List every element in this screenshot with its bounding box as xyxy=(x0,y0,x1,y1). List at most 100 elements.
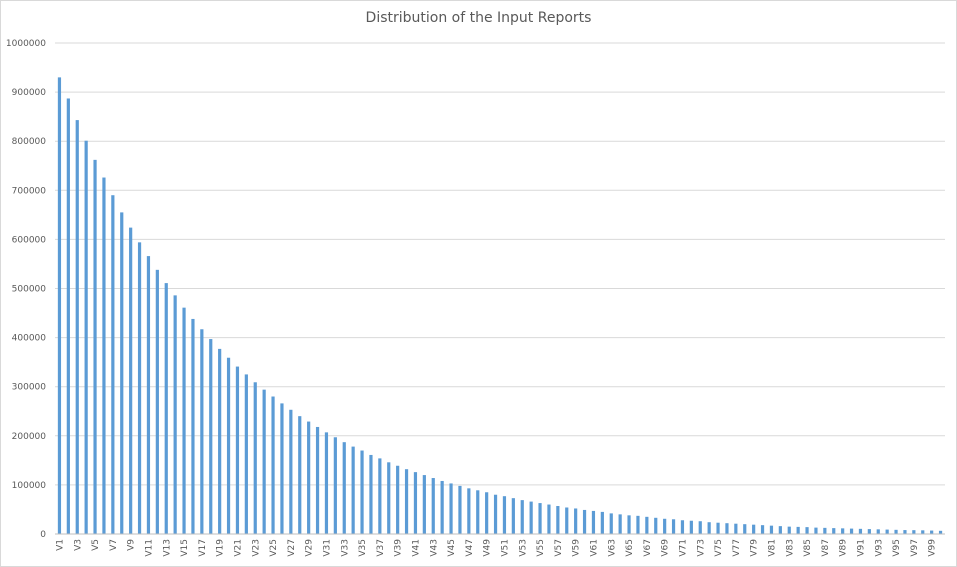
bar-v32 xyxy=(333,437,337,534)
x-tick-label: V85 xyxy=(803,539,813,557)
x-tick-label: V61 xyxy=(589,539,599,557)
bar-v80 xyxy=(760,525,765,534)
bar-v16 xyxy=(191,318,195,534)
bar-v24 xyxy=(262,389,266,534)
gridlines xyxy=(55,42,945,486)
bar-v73 xyxy=(698,521,702,534)
x-tick-label: V25 xyxy=(269,539,279,557)
bar-v65 xyxy=(627,515,631,534)
bar-v84 xyxy=(796,526,800,534)
bar-v67 xyxy=(645,516,649,534)
bar-v14 xyxy=(173,295,177,534)
bar-v69 xyxy=(663,518,667,534)
bar-v76 xyxy=(725,523,729,534)
bar-v21 xyxy=(235,366,240,534)
y-tick-label: 0 xyxy=(40,530,46,540)
x-tick-label: V79 xyxy=(750,539,760,557)
x-tick-label: V89 xyxy=(839,539,849,557)
bar-v7 xyxy=(111,195,115,534)
bar-v77 xyxy=(734,523,738,534)
bar-v33 xyxy=(342,442,346,534)
x-tick-label: V45 xyxy=(447,539,457,557)
x-tick-label: V83 xyxy=(785,539,795,557)
bar-v28 xyxy=(298,416,302,534)
bar-v51 xyxy=(502,496,507,534)
bar-v68 xyxy=(654,517,658,534)
bar-v50 xyxy=(493,494,498,534)
x-tick-label: V97 xyxy=(910,539,920,557)
bar-v61 xyxy=(591,510,596,534)
x-tick-label: V55 xyxy=(536,539,546,557)
bars xyxy=(57,77,943,535)
bar-v10 xyxy=(137,242,142,534)
x-tick-label: V13 xyxy=(162,539,172,557)
bar-v4 xyxy=(84,140,88,534)
bar-v96 xyxy=(903,530,907,534)
bar-v53 xyxy=(520,500,524,534)
bar-v92 xyxy=(867,529,871,534)
bar-v57 xyxy=(556,506,560,534)
bar-v79 xyxy=(752,524,756,534)
bar-v13 xyxy=(164,283,168,534)
x-tick-label: V87 xyxy=(821,539,831,557)
bar-v49 xyxy=(485,492,489,534)
bar-v37 xyxy=(378,458,382,534)
x-tick-label: V71 xyxy=(678,539,688,557)
bar-v22 xyxy=(244,374,248,534)
bar-v18 xyxy=(209,339,213,534)
bar-v88 xyxy=(832,528,836,534)
x-tick-label: V81 xyxy=(767,539,777,557)
y-tick-label: 100000 xyxy=(12,481,47,491)
bar-v48 xyxy=(476,490,480,534)
y-tick-label: 900000 xyxy=(12,88,47,98)
bar-v86 xyxy=(814,527,818,534)
bar-v25 xyxy=(271,396,275,534)
bar-v42 xyxy=(422,475,426,534)
x-tick-label: V95 xyxy=(892,539,902,557)
x-tick-label: V1 xyxy=(55,539,65,551)
x-tick-label: V7 xyxy=(109,539,119,551)
y-tick-label: 600000 xyxy=(12,235,47,245)
bar-v85 xyxy=(805,527,809,534)
bar-v93 xyxy=(876,529,880,534)
bar-v91 xyxy=(858,528,863,534)
x-tick-label: V75 xyxy=(714,539,724,557)
bar-v3 xyxy=(75,120,79,534)
bar-v12 xyxy=(155,269,159,534)
bar-v5 xyxy=(93,159,97,535)
bar-v70 xyxy=(671,519,676,534)
x-tick-label: V37 xyxy=(376,539,386,557)
y-axis-ticks: 0 100000 200000 300000 400000 500000 600000 700… xyxy=(6,39,46,540)
bar-v9 xyxy=(129,227,133,534)
bar-v1 xyxy=(57,77,62,535)
x-tick-label: V33 xyxy=(340,539,350,557)
bar-v44 xyxy=(440,480,444,534)
x-tick-label: V69 xyxy=(661,539,671,557)
y-tick-label: 800000 xyxy=(12,137,47,147)
bar-v6 xyxy=(102,177,106,534)
bar-v95 xyxy=(894,529,898,534)
bar-v15 xyxy=(182,307,186,534)
bar-v11 xyxy=(146,256,151,534)
bar-v39 xyxy=(396,465,400,534)
x-tick-label: V47 xyxy=(465,539,475,557)
x-tick-label: V63 xyxy=(607,539,617,557)
x-tick-label: V43 xyxy=(429,539,439,557)
bar-v40 xyxy=(404,469,409,534)
bar-v19 xyxy=(218,348,222,534)
x-tick-label: V77 xyxy=(732,539,742,557)
x-tick-label: V19 xyxy=(216,539,226,557)
bar-v97 xyxy=(912,530,916,534)
bar-v34 xyxy=(351,446,355,534)
bar-v74 xyxy=(707,522,711,534)
bar-v55 xyxy=(538,503,542,534)
bar-v63 xyxy=(609,513,613,534)
x-tick-label: V27 xyxy=(287,539,297,557)
bar-v23 xyxy=(253,382,257,534)
bar-v83 xyxy=(787,526,791,534)
x-tick-label: V93 xyxy=(874,539,884,557)
x-tick-label: V35 xyxy=(358,539,368,557)
x-tick-label: V91 xyxy=(856,539,866,557)
bar-v56 xyxy=(547,504,551,534)
